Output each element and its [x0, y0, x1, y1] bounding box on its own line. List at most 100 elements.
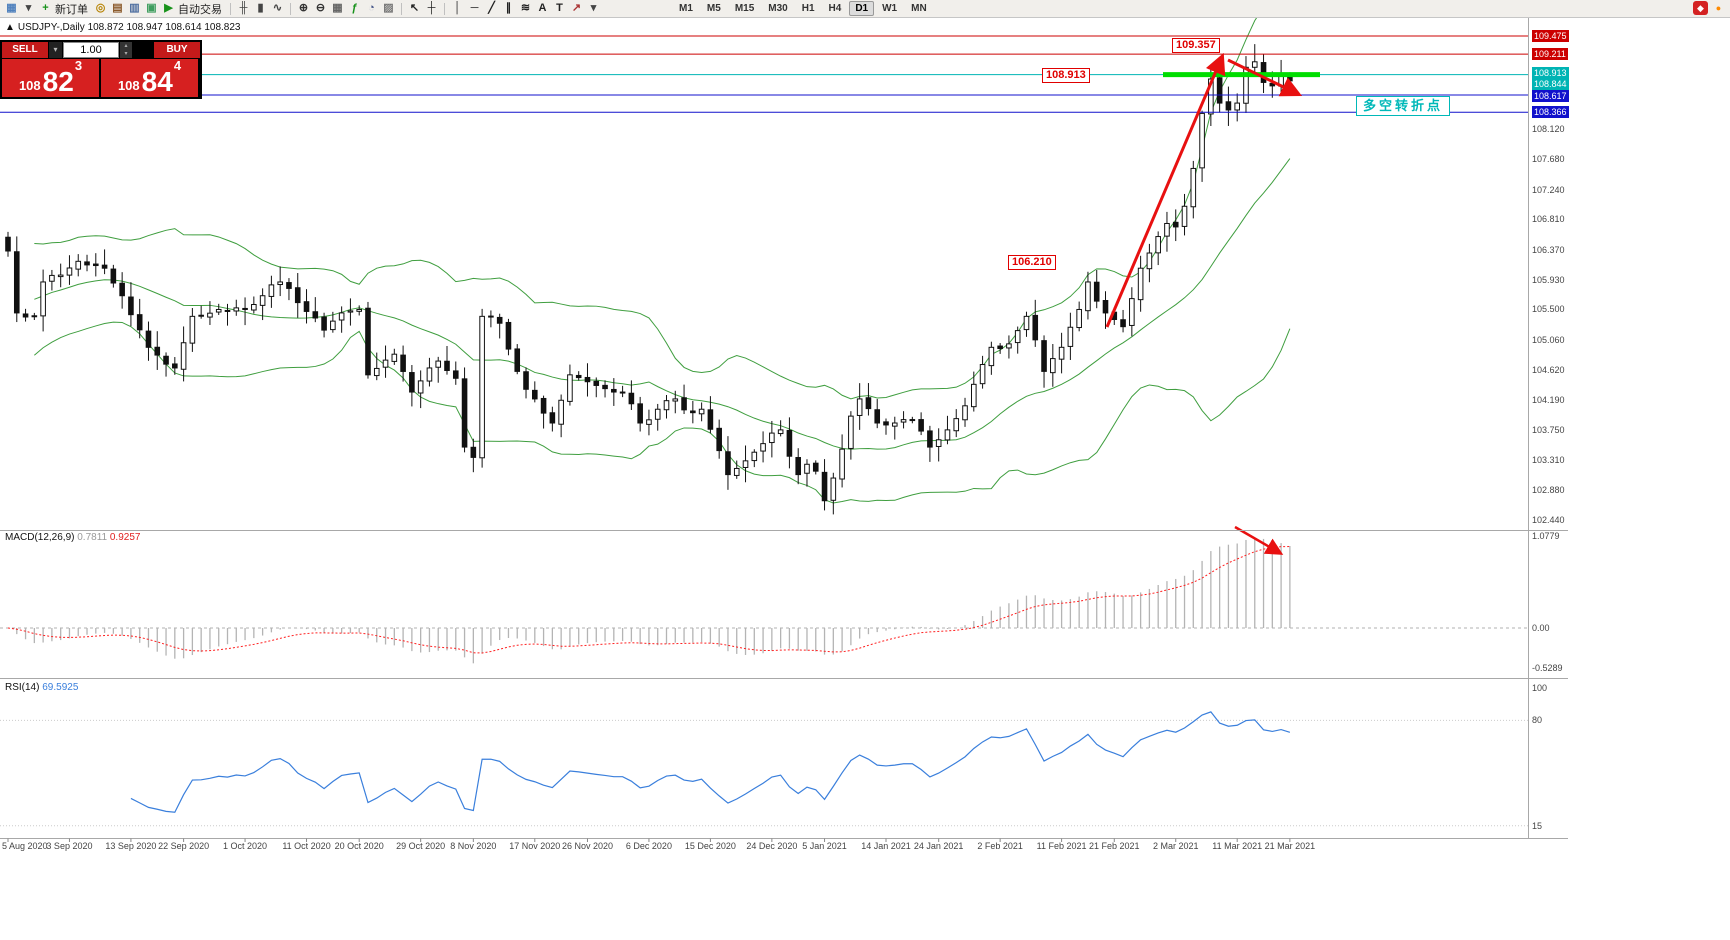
spin-up-icon[interactable]: ▴ [120, 42, 132, 50]
arrows-icon[interactable]: ↗ [571, 2, 582, 14]
price-axis-label: 109.211 [1532, 48, 1568, 61]
trend-arrow-2[interactable] [1227, 58, 1303, 97]
date-label: 8 Nov 2020 [450, 841, 497, 851]
line-chart-icon[interactable]: ∿ [272, 2, 283, 14]
timeframe-M30[interactable]: M30 [768, 3, 788, 14]
toolbar-separator [290, 2, 291, 15]
app-icon[interactable]: ◆ [1693, 1, 1708, 15]
arrows-dropdown-icon[interactable]: ▾ [590, 2, 597, 14]
price-axis-label: 105.060 [1532, 334, 1565, 345]
oneclick-toggle-icon[interactable]: ▲ [5, 22, 15, 33]
period-icon[interactable]: ◔ [368, 2, 375, 14]
trend-arrow-1[interactable] [1105, 52, 1226, 328]
sell-button[interactable]: SELL [2, 42, 48, 58]
timeframe-H1[interactable]: H1 [801, 3, 815, 14]
indicators-icon[interactable]: ƒ [351, 2, 358, 14]
new-order-icon[interactable]: + [42, 2, 49, 14]
label-icon[interactable]: T [556, 2, 563, 14]
timeframe-M1[interactable]: M1 [679, 3, 693, 14]
alert-dot-icon[interactable]: ● [1715, 3, 1722, 13]
date-label: 13 Sep 2020 [105, 841, 157, 851]
price-axis-label: 103.310 [1532, 455, 1565, 466]
sell-price-sup: 3 [74, 58, 83, 73]
vertical-line-icon[interactable]: │ [454, 2, 461, 14]
autotrading-label[interactable]: 自动交易 [178, 3, 222, 16]
market-watch-icon[interactable]: ▤ [112, 2, 123, 14]
date-label: 2 Mar 2021 [1152, 841, 1199, 851]
date-label: 24 Dec 2020 [746, 841, 798, 851]
price-annotation-box-2[interactable]: 108.913 [1042, 68, 1090, 83]
cursor-icon[interactable]: ↖ [409, 2, 420, 14]
bollinger-lower-band[interactable] [34, 321, 1291, 504]
new-order-label[interactable]: 新订单 [55, 3, 88, 16]
rsi-label: RSI(14) 69.5925 [5, 682, 79, 693]
date-label: 24 Jan 2021 [913, 841, 964, 851]
price-axis-label: 102.880 [1532, 484, 1565, 495]
price-axis-label: 108.617 [1532, 90, 1569, 103]
timeframe-M5[interactable]: M5 [706, 3, 721, 14]
bollinger-middle-band[interactable] [34, 158, 1291, 450]
price-axis-label: 108.913 [1532, 66, 1569, 79]
price-axis-label: 102.440 [1532, 515, 1565, 525]
volume-input[interactable] [63, 42, 119, 58]
price-plot[interactable] [5, 0, 1293, 515]
data-window-icon[interactable]: ▥ [129, 2, 140, 14]
zoom-out-icon[interactable]: ⊖ [315, 2, 326, 14]
bar-chart-icon[interactable]: ╫ [239, 2, 248, 14]
timeframe-M15[interactable]: M15 [734, 3, 755, 14]
price-axis-label: 103.750 [1532, 424, 1565, 435]
turning-point-note[interactable]: 多空转折点 [1356, 96, 1451, 116]
date-label: 17 Nov 2020 [509, 841, 561, 851]
text-icon[interactable]: A [538, 2, 547, 14]
price-axis-label: 104.190 [1532, 394, 1565, 405]
chart-window-icon[interactable]: ▦ [6, 2, 17, 14]
macd-plot[interactable] [0, 537, 1528, 664]
price-annotation-box-1[interactable]: 109.357 [1172, 38, 1220, 53]
horizontal-line-icon[interactable]: ─ [470, 2, 479, 14]
price-axis-label: 80 [1532, 715, 1543, 725]
bollinger-upper-band[interactable] [34, 0, 1290, 400]
date-label: 26 Nov 2020 [561, 841, 613, 851]
timeframe-D1[interactable]: D1 [849, 1, 875, 16]
template-icon[interactable]: ▨ [383, 2, 394, 14]
zoom-in-icon[interactable]: ⊕ [298, 2, 309, 14]
price-axis-label: 107.680 [1532, 154, 1565, 165]
price-annotation-box-3[interactable]: 106.210 [1008, 255, 1056, 270]
sell-price[interactable]: 108 82 3 [2, 59, 99, 97]
date-label: 5 Aug 2020 [2, 841, 48, 851]
crosshair-icon[interactable]: ┼ [427, 2, 436, 14]
price-axis-label: 108.366 [1532, 106, 1569, 119]
navigator-icon[interactable]: ◎ [95, 2, 106, 14]
spin-down-icon[interactable]: ▾ [120, 50, 132, 58]
chart-symbol-title: ▲ USDJPY-,Daily 108.872 108.947 108.614 1… [5, 22, 241, 33]
price-axis-label: 104.620 [1532, 365, 1565, 376]
price-axis-label: 105.500 [1532, 304, 1565, 315]
buy-price[interactable]: 108 84 4 [101, 59, 198, 97]
trendline-icon[interactable]: ╱ [488, 2, 495, 14]
toolbar-separator [444, 2, 445, 15]
symbol-period-label: USDJPY-,Daily [17, 22, 85, 33]
buy-button[interactable]: BUY [154, 42, 200, 58]
candle-chart-icon[interactable]: ▮ [257, 2, 264, 14]
timeframe-MN[interactable]: MN [911, 3, 927, 14]
fibonacci-icon[interactable]: ≋ [520, 2, 531, 14]
channel-icon[interactable]: ∥ [505, 2, 512, 14]
volume-dropdown-icon[interactable]: ▾ [49, 42, 62, 58]
rsi-line [130, 711, 1291, 813]
autotrading-icon[interactable]: ▶ [164, 2, 173, 14]
toolbar-separator [230, 2, 231, 15]
date-label: 15 Dec 2020 [684, 841, 736, 851]
terminal-icon[interactable]: ▣ [146, 2, 157, 14]
chart-dropdown-icon[interactable]: ▾ [25, 2, 32, 14]
timeframe-W1[interactable]: W1 [882, 3, 898, 14]
timeframe-H4[interactable]: H4 [828, 3, 842, 14]
tile-windows-icon[interactable]: ▦ [332, 2, 343, 14]
date-label: 22 Sep 2020 [158, 841, 210, 851]
trend-arrow-3[interactable] [1234, 525, 1284, 555]
candlesticks [5, 44, 1293, 515]
rsi-plot[interactable] [0, 711, 1528, 827]
volume-spinner[interactable]: ▴ ▾ [120, 42, 132, 58]
toolbar: ▦ ▾ + 新订单 ◎ ▤ ▥ ▣ ▶ 自动交易 ╫ ▮ ∿ ⊕ ⊖ ▦ ƒ ◔ ▨ ↖ ┼ │ ─ ╱ ∥ ≋ A T ↗ ▾ M1 M5 M… [0, 0, 1730, 18]
date-label: 5 Jan 2021 [802, 841, 847, 851]
